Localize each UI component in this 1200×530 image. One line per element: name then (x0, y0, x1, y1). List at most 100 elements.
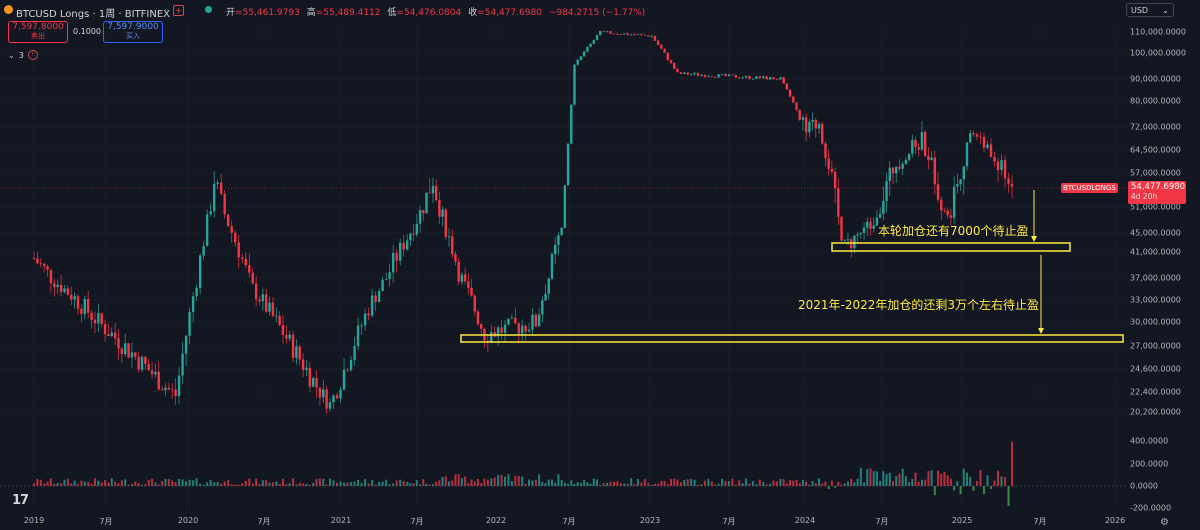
volume-bar (975, 480, 978, 486)
candle-body (275, 315, 278, 317)
volume-bar (399, 479, 402, 486)
buy-button[interactable]: 7,597.9000 买入 (103, 21, 163, 43)
candle-body (650, 35, 653, 37)
symbol-title[interactable]: BTCUSD Longs · 1周 · BITFINEX (16, 9, 171, 20)
volume-bar (801, 479, 804, 486)
volume-bar (663, 480, 666, 486)
candle-body (315, 377, 318, 388)
buy-price: 7,597.9000 (107, 22, 159, 32)
candle-body (875, 217, 879, 226)
volume-bar (727, 481, 730, 486)
volume-bar (589, 483, 592, 486)
gear-icon[interactable]: ⚙ (1160, 517, 1169, 528)
volume-bar (643, 479, 646, 486)
sell-button[interactable]: 7,597.8000 卖出 (8, 21, 68, 43)
volume-bar (940, 473, 943, 486)
volume-bar (285, 484, 288, 486)
volume-bar (490, 478, 493, 486)
candle-body (49, 269, 53, 284)
volume-bar (751, 481, 754, 486)
candle-body (936, 184, 940, 200)
volume-bar (741, 483, 744, 486)
candle-body (553, 244, 557, 255)
volume-bar (322, 478, 325, 486)
volume-bar (885, 474, 888, 486)
volume-bar (798, 483, 801, 486)
volume-bar (567, 483, 570, 486)
volume-bar (917, 481, 920, 486)
volume-bar (717, 483, 720, 486)
candle-body (93, 319, 97, 324)
volume-bar (298, 482, 301, 486)
volume-bar (415, 480, 418, 486)
volume-bar (524, 483, 527, 486)
candle-body (956, 184, 959, 187)
candle-body (640, 34, 643, 36)
indicators-toggle[interactable]: ⌄ 3 ! (8, 50, 38, 60)
candle-body (891, 167, 895, 174)
volume-bar (83, 481, 86, 486)
price-tick-label: 30,000.0000 (1130, 317, 1181, 327)
volume-bar (707, 478, 710, 486)
volume-bar (402, 481, 405, 486)
candle-body (840, 216, 843, 241)
last-price-symbol-tag: BTCUSDLONGS (1061, 183, 1118, 193)
volume-bar (305, 484, 308, 486)
volume-bar (805, 481, 808, 486)
volume-bar (700, 484, 703, 486)
volume-bar (824, 481, 827, 486)
candle-body (36, 258, 39, 264)
arrow-head-2 (1038, 328, 1044, 334)
spread-value: 0.1000 (73, 27, 101, 36)
candle-body (817, 123, 821, 129)
candle-body (56, 284, 59, 288)
candle-body (244, 258, 247, 266)
volume-bar (1007, 486, 1010, 506)
candle-body (996, 161, 1000, 171)
currency-select[interactable]: USD ⌄ (1126, 3, 1174, 17)
candle-body (332, 395, 335, 403)
volume-bar (114, 481, 117, 486)
candle-body (576, 59, 579, 65)
volume-bar (714, 484, 717, 486)
candle-body (779, 77, 782, 80)
candle-body (438, 200, 441, 217)
volume-bar (866, 469, 869, 486)
indicator-alert-icon[interactable]: ! (27, 50, 38, 60)
candle-body (993, 156, 996, 162)
candle-body (460, 274, 464, 282)
volume-bar (441, 476, 444, 486)
volume-bar (261, 480, 264, 486)
time-tick-label: 7月 (562, 517, 576, 526)
price-axis[interactable]: 110,000.0000 100,000.0000 90,000.0000 80,00… (1128, 0, 1200, 530)
add-symbol-icon[interactable]: + (173, 5, 184, 16)
volume-bar (371, 480, 374, 486)
candle-body (144, 356, 147, 364)
candle-body (63, 288, 66, 293)
chevron-down-icon[interactable]: ⌄ (8, 50, 15, 60)
volume-bar (943, 471, 946, 486)
volume-bar (693, 479, 696, 486)
volume-bar (946, 475, 949, 486)
high-key: 高 (306, 8, 316, 18)
volume-bar (80, 480, 83, 486)
candle-body (619, 34, 623, 36)
candle-body (720, 74, 724, 75)
candle-body (254, 283, 258, 300)
volume-bar (898, 473, 901, 486)
volume-bar (60, 483, 63, 486)
candle-body (940, 199, 943, 211)
candle-body (328, 402, 332, 409)
candle-body (130, 352, 134, 358)
volume-bar (666, 484, 669, 486)
price-tick-label: 33,000.0000 (1130, 295, 1181, 305)
volume-bar (576, 482, 579, 486)
candle-body (846, 239, 850, 241)
candle-body (66, 288, 70, 295)
volume-bar (209, 480, 212, 486)
volume-bar (724, 480, 727, 486)
volume-bar (586, 482, 589, 486)
tradingview-logo[interactable]: 17 (12, 493, 29, 508)
candle-body (792, 96, 795, 103)
